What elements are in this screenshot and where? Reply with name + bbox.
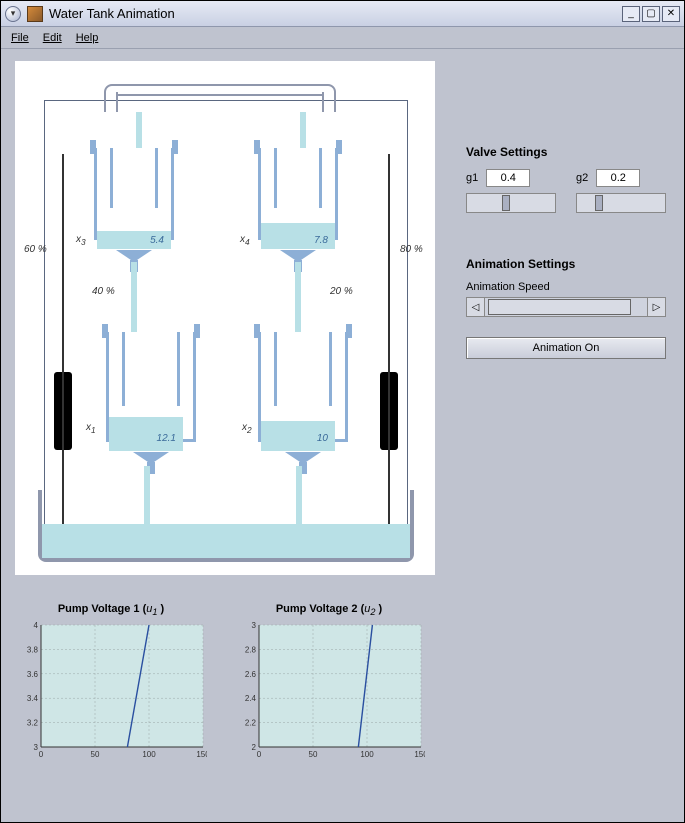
app-window: ▾ Water Tank Animation _ ▢ ✕ File Edit H…	[0, 0, 685, 823]
chart-pump2: Pump Voltage 2 (u2 ) 22.22.42.62.8305010…	[233, 603, 425, 763]
svg-text:150: 150	[414, 750, 425, 759]
anim-speed-scrollbar[interactable]: ◁ ▷	[466, 297, 666, 317]
scroll-thumb[interactable]	[488, 299, 631, 315]
valve-g1-input[interactable]: 0.4	[486, 169, 530, 187]
tank-x4: 7.8	[248, 140, 348, 252]
valve-row: g1 0.4 g2 0.2	[466, 169, 666, 213]
client-area: 5.4 x3 7.8 x4 60 % 40 % 20 %	[1, 49, 684, 822]
menubar: File Edit Help	[1, 27, 684, 49]
minimize-button[interactable]: _	[622, 6, 640, 22]
menu-file[interactable]: File	[11, 32, 29, 44]
tank-x4-value: 7.8	[314, 235, 328, 246]
split-right-outer: 80 %	[400, 244, 423, 255]
tank-x2-value: 10	[317, 433, 328, 444]
chart2-plot: 22.22.42.62.83050100150	[233, 621, 425, 763]
basin	[38, 490, 414, 562]
tank-diagram: 5.4 x3 7.8 x4 60 % 40 % 20 %	[15, 61, 435, 575]
app-icon	[27, 6, 43, 22]
window-title: Water Tank Animation	[49, 6, 620, 21]
valve-g1-group: g1 0.4	[466, 169, 556, 213]
tank-x1-label: x1	[86, 422, 96, 435]
chart1-title: Pump Voltage 1 (u1 )	[15, 603, 207, 617]
svg-text:100: 100	[142, 750, 156, 759]
titlebar: ▾ Water Tank Animation _ ▢ ✕	[1, 1, 684, 27]
svg-text:2.8: 2.8	[245, 646, 257, 655]
animation-on-button[interactable]: Animation On	[466, 337, 666, 359]
svg-text:3.6: 3.6	[27, 670, 39, 679]
tank-x1: 12.1	[96, 324, 206, 454]
left-column: 5.4 x3 7.8 x4 60 % 40 % 20 %	[1, 49, 446, 822]
svg-text:100: 100	[360, 750, 374, 759]
split-left-inner: 40 %	[92, 286, 115, 297]
anim-heading: Animation Settings	[466, 257, 666, 271]
svg-text:0: 0	[39, 750, 44, 759]
charts-row: Pump Voltage 1 (u1 ) 3 3.2 3.4 3.6 3.8 4 0 50 10…	[15, 603, 446, 763]
svg-text:3.8: 3.8	[27, 646, 39, 655]
basin-water	[42, 524, 410, 558]
split-right-inner: 20 %	[330, 286, 353, 297]
svg-text:3.2: 3.2	[27, 719, 39, 728]
valve-g2-label: g2	[576, 172, 588, 184]
chart1-plot: 33.23.43.63.84050100150	[15, 621, 207, 763]
valve-heading: Valve Settings	[466, 145, 666, 159]
anim-speed-label: Animation Speed	[466, 281, 666, 293]
svg-text:2.2: 2.2	[245, 719, 257, 728]
valve-g1-label: g1	[466, 172, 478, 184]
maximize-button[interactable]: ▢	[642, 6, 660, 22]
pump-rod-right	[388, 154, 390, 524]
valve-g2-slider[interactable]	[576, 193, 666, 213]
tank-x4-label: x4	[240, 234, 250, 247]
svg-text:50: 50	[309, 750, 318, 759]
scroll-right-arrow-icon[interactable]: ▷	[647, 298, 665, 316]
scroll-track[interactable]	[485, 298, 647, 316]
svg-text:2.6: 2.6	[245, 670, 257, 679]
tank-x3: 5.4	[84, 140, 184, 252]
svg-text:4: 4	[34, 621, 39, 630]
tank-x2-label: x2	[242, 422, 252, 435]
right-column: Valve Settings g1 0.4 g2 0.2	[446, 49, 684, 822]
tank-x3-label: x3	[76, 234, 86, 247]
chart2-title: Pump Voltage 2 (u2 )	[233, 603, 425, 617]
pump-rod-left	[62, 154, 64, 524]
menu-help[interactable]: Help	[76, 32, 99, 44]
svg-text:50: 50	[91, 750, 100, 759]
top-outlet-right	[322, 92, 336, 112]
tank-x2: 10	[248, 324, 358, 454]
stream-x3-down	[131, 262, 137, 332]
split-left-outer: 60 %	[24, 244, 47, 255]
system-menu-button[interactable]: ▾	[5, 6, 21, 22]
svg-text:0: 0	[257, 750, 262, 759]
scroll-left-arrow-icon[interactable]: ◁	[467, 298, 485, 316]
top-outlet-left	[104, 92, 118, 112]
close-button[interactable]: ✕	[662, 6, 680, 22]
top-pipe	[116, 84, 324, 96]
valve-g1-slider[interactable]	[466, 193, 556, 213]
stream-x4-down	[295, 262, 301, 332]
valve-g2-group: g2 0.2	[576, 169, 666, 213]
svg-text:2.4: 2.4	[245, 694, 257, 703]
chart-pump1: Pump Voltage 1 (u1 ) 33.23.43.63.8405010…	[15, 603, 207, 763]
valve-g2-input[interactable]: 0.2	[596, 169, 640, 187]
menu-edit[interactable]: Edit	[43, 32, 62, 44]
tank-x1-value: 12.1	[157, 433, 176, 444]
svg-text:150: 150	[196, 750, 207, 759]
svg-text:3.4: 3.4	[27, 694, 39, 703]
tank-x3-value: 5.4	[150, 235, 164, 246]
svg-text:3: 3	[252, 621, 257, 630]
